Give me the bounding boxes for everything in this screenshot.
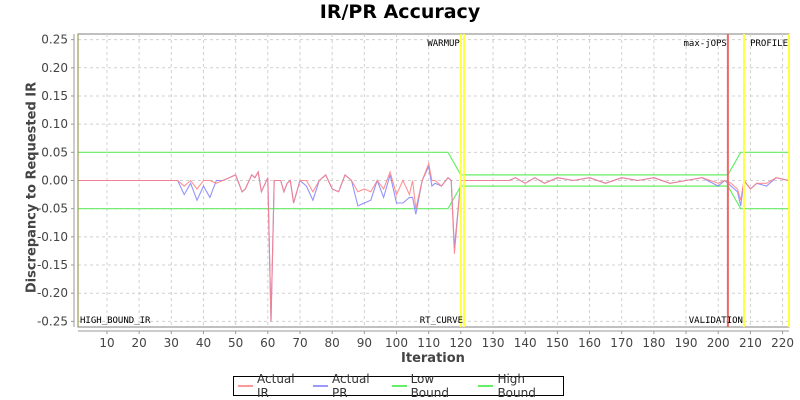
series-low-bound (78, 185, 789, 210)
y-tick-label: 0.25 (41, 33, 68, 47)
y-tick-label: 0.10 (41, 117, 68, 131)
x-tick-label: 100 (385, 336, 408, 350)
y-tick-label: -0.20 (37, 286, 68, 300)
legend-swatch-actual-pr (313, 385, 329, 387)
x-tick-label: 190 (675, 336, 698, 350)
legend-label-low-bound: Low Bound (410, 372, 449, 400)
y-tick-label: 0.00 (41, 174, 68, 188)
legend-label-actual-pr: Actual PR (332, 372, 370, 400)
y-tick-label: 0.20 (41, 61, 68, 75)
legend-swatch-low-bound (391, 385, 407, 387)
x-tick-label: 40 (196, 336, 211, 350)
marker-label-profile: PROFILE (750, 39, 788, 49)
legend-item-actual-ir: Actual IR (238, 372, 307, 400)
legend-item-high-bound: High Bound (478, 372, 563, 400)
legend-label-actual-ir: Actual IR (257, 372, 295, 400)
marker-label-rt_curve: RT_CURVE (420, 316, 463, 326)
legend-item-low-bound: Low Bound (391, 372, 473, 400)
legend-label-high-bound: High Bound (497, 372, 536, 400)
marker-label-high_bound_ir: HIGH_BOUND_IR (80, 316, 151, 326)
x-tick-label: 20 (131, 336, 146, 350)
marker-label-validation: VALIDATION (689, 316, 743, 326)
x-tick-label: 80 (325, 336, 340, 350)
x-tick-label: 90 (357, 336, 372, 350)
x-tick-label: 120 (449, 336, 472, 350)
y-tick-label: 0.15 (41, 89, 68, 103)
x-tick-label: 170 (610, 336, 633, 350)
x-tick-label: 180 (642, 336, 665, 350)
x-tick-label: 70 (292, 336, 307, 350)
x-tick-label: 160 (578, 336, 601, 350)
marker-label-warmup: WARMUP (427, 39, 460, 49)
x-axis-label: Iteration (401, 351, 465, 366)
x-tick-label: 10 (99, 336, 114, 350)
legend: Actual IR Actual PR Low Bound High Bound (233, 372, 564, 400)
x-tick-label: 200 (707, 336, 730, 350)
y-tick-label: -0.25 (37, 314, 68, 328)
y-tick-label: 0.05 (41, 145, 68, 159)
y-tick-label: -0.10 (37, 230, 68, 244)
series-actual-ir (78, 161, 790, 322)
x-tick-label: 220 (771, 336, 794, 350)
legend-swatch-actual-ir (238, 385, 254, 387)
x-tick-label: 110 (417, 336, 440, 350)
legend-swatch-high-bound (478, 385, 494, 387)
chart-title: IR/PR Accuracy (319, 1, 481, 23)
x-tick-label: 140 (514, 336, 537, 350)
y-tick-label: -0.05 (37, 202, 68, 216)
y-tick-label: -0.15 (37, 258, 68, 272)
x-tick-label: 50 (228, 336, 243, 350)
x-tick-label: 150 (546, 336, 569, 350)
series-high-bound (78, 151, 789, 176)
marker-label-max-jops: max-jOPS (684, 39, 727, 49)
legend-item-actual-pr: Actual PR (313, 372, 386, 400)
x-tick-label: 210 (739, 336, 762, 350)
x-tick-label: 130 (482, 336, 505, 350)
x-tick-label: 30 (164, 336, 179, 350)
x-tick-label: 60 (260, 336, 275, 350)
